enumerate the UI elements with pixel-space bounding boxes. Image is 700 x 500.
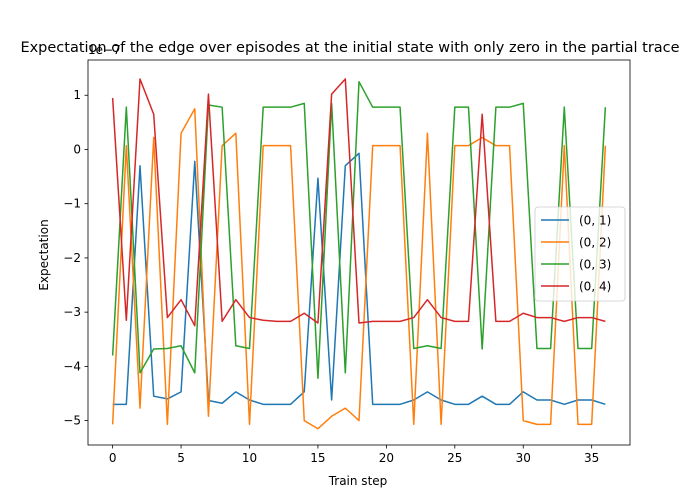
legend-box: [534, 206, 626, 302]
x-tick-label: 30: [516, 451, 531, 465]
y-offset-label: 1e−7: [88, 43, 121, 57]
legend-label: (0, 1): [579, 214, 611, 228]
y-tick-label: −5: [63, 414, 81, 428]
x-tick-label: 35: [584, 451, 599, 465]
chart-title: Expectation of the edge over episodes at…: [20, 40, 679, 56]
series-line-(0, 1): [112, 152, 606, 406]
x-tick-label: 5: [177, 451, 185, 465]
y-tick-label: 0: [73, 142, 81, 156]
legend-label: (0, 4): [579, 280, 611, 294]
x-tick-label: 10: [242, 451, 257, 465]
series-line-(0, 3): [111, 80, 607, 380]
x-tick-label: 15: [310, 451, 325, 465]
y-axis-label: Expectation: [37, 219, 51, 290]
y-tick-label: −2: [63, 251, 81, 265]
y-tick-label: −1: [63, 197, 81, 211]
x-tick-label: 0: [109, 451, 117, 465]
y-tick-label: −3: [63, 305, 81, 319]
plot-frame: [87, 59, 631, 446]
x-tick-label: 20: [379, 451, 394, 465]
series-line-(0, 2): [111, 108, 607, 430]
x-tick-label: 25: [447, 451, 462, 465]
legend-label: (0, 3): [579, 258, 611, 272]
y-tick-label: −4: [63, 359, 81, 373]
legend-label: (0, 2): [579, 236, 611, 250]
series-line-(0, 4): [111, 78, 606, 327]
y-tick-label: 1: [73, 88, 81, 102]
x-axis-label: Train step: [328, 474, 388, 488]
